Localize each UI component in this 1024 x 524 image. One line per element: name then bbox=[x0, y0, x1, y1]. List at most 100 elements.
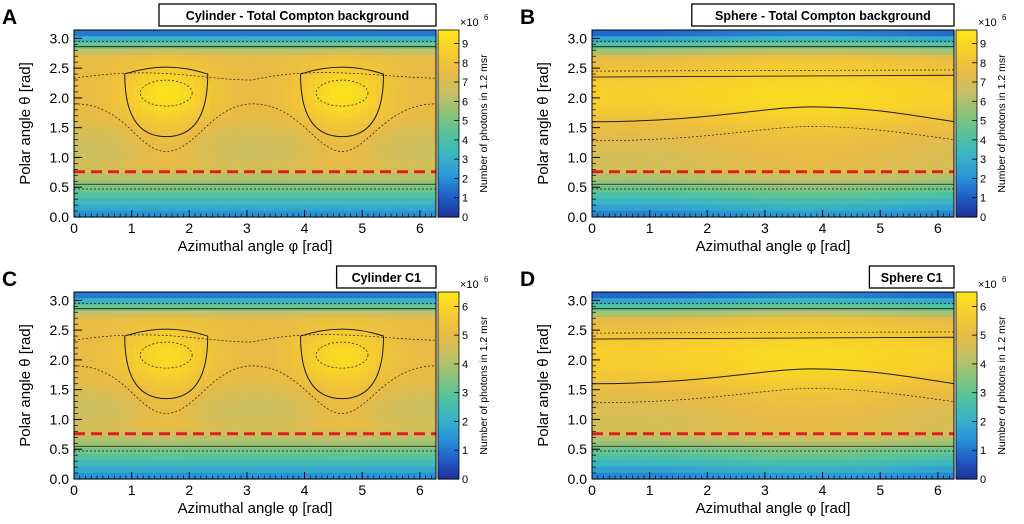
heatmap-cell bbox=[217, 55, 225, 62]
heatmap-cell bbox=[421, 86, 429, 93]
heatmap-cell bbox=[713, 99, 721, 106]
heatmap-cell bbox=[89, 148, 97, 155]
heatmap-cell bbox=[413, 329, 421, 336]
heatmap-cell bbox=[112, 180, 120, 187]
heatmap-cell bbox=[338, 92, 346, 99]
heatmap-cell bbox=[818, 86, 826, 93]
heatmap-cell bbox=[864, 42, 872, 49]
heatmap-cell bbox=[338, 205, 346, 212]
heatmap-cell bbox=[89, 49, 97, 56]
heatmap-cell bbox=[931, 80, 939, 87]
heatmap-cell bbox=[353, 292, 361, 299]
heatmap-cell bbox=[315, 367, 323, 374]
heatmap-cell bbox=[720, 30, 728, 37]
heatmap-cell bbox=[398, 99, 406, 106]
heatmap-cell bbox=[788, 42, 796, 49]
heatmap-cell bbox=[225, 192, 233, 199]
heatmap-cell bbox=[89, 454, 97, 461]
x-tick-label: 6 bbox=[934, 220, 942, 236]
heatmap-cell bbox=[667, 198, 675, 205]
heatmap-cell bbox=[330, 398, 338, 405]
heatmap-cell bbox=[758, 180, 766, 187]
heatmap-cell bbox=[240, 173, 248, 180]
heatmap-cell bbox=[803, 86, 811, 93]
heatmap-cell bbox=[675, 80, 683, 87]
heatmap-cell bbox=[119, 74, 127, 81]
heatmap-cell bbox=[728, 192, 736, 199]
heatmap-cell bbox=[285, 205, 293, 212]
heatmap-cell bbox=[376, 80, 384, 87]
heatmap-cell bbox=[743, 173, 751, 180]
heatmap-cell bbox=[217, 42, 225, 49]
heatmap-cell bbox=[848, 130, 856, 137]
heatmap-cell bbox=[796, 92, 804, 99]
heatmap-cell bbox=[217, 392, 225, 399]
heatmap-cell bbox=[89, 86, 97, 93]
heatmap-cell bbox=[270, 292, 278, 299]
heatmap-cell bbox=[338, 55, 346, 62]
heatmap-cell bbox=[803, 292, 811, 299]
heatmap-cell bbox=[172, 460, 180, 467]
heatmap-cell bbox=[398, 86, 406, 93]
heatmap-cell bbox=[398, 361, 406, 368]
panel-label: B bbox=[520, 6, 535, 29]
heatmap-cell bbox=[383, 136, 391, 143]
heatmap-cell bbox=[263, 136, 271, 143]
heatmap-cell bbox=[705, 74, 713, 81]
heatmap-cell bbox=[645, 192, 653, 199]
heatmap-cell bbox=[660, 173, 668, 180]
heatmap-cell bbox=[667, 111, 675, 118]
heatmap-cell bbox=[811, 61, 819, 68]
heatmap-cell bbox=[165, 161, 173, 168]
heatmap-cell bbox=[330, 74, 338, 81]
heatmap-cell bbox=[765, 86, 773, 93]
heatmap-cell bbox=[74, 435, 82, 442]
heatmap-cell bbox=[119, 404, 127, 411]
heatmap-cell bbox=[637, 30, 645, 37]
heatmap-cell bbox=[338, 30, 346, 37]
heatmap-cell bbox=[315, 42, 323, 49]
heatmap-cell bbox=[879, 92, 887, 99]
heatmap-cell bbox=[127, 155, 135, 162]
heatmap-cell bbox=[645, 92, 653, 99]
heatmap-cell bbox=[383, 410, 391, 417]
heatmap-cell bbox=[255, 148, 263, 155]
y-tick-label: 3.0 bbox=[50, 30, 70, 46]
heatmap-cell bbox=[330, 404, 338, 411]
heatmap-cell bbox=[308, 36, 316, 43]
heatmap-cell bbox=[796, 148, 804, 155]
heatmap-cell bbox=[217, 117, 225, 124]
heatmap-cell bbox=[330, 435, 338, 442]
heatmap-cell bbox=[833, 67, 841, 74]
heatmap-cell bbox=[683, 124, 691, 131]
heatmap-cell bbox=[413, 136, 421, 143]
heatmap-cell bbox=[645, 155, 653, 162]
y-axis-label: Polar angle θ [rad] bbox=[17, 62, 34, 185]
heatmap-cell bbox=[97, 392, 105, 399]
heatmap-cell bbox=[74, 74, 82, 81]
x-tick-label: 5 bbox=[876, 220, 884, 236]
heatmap-cell bbox=[368, 311, 376, 318]
heatmap-cell bbox=[247, 30, 255, 37]
heatmap-cell bbox=[157, 155, 165, 162]
heatmap-cell bbox=[660, 292, 668, 299]
heatmap-cell bbox=[698, 124, 706, 131]
heatmap-cell bbox=[89, 30, 97, 37]
heatmap-cell bbox=[803, 173, 811, 180]
heatmap-cell bbox=[172, 298, 180, 305]
heatmap-cell bbox=[886, 105, 894, 112]
heatmap-cell bbox=[353, 423, 361, 430]
heatmap-cell bbox=[180, 292, 188, 299]
heatmap-cell bbox=[270, 442, 278, 449]
heatmap-cell bbox=[308, 55, 316, 62]
heatmap-cell bbox=[285, 454, 293, 461]
heatmap-cell bbox=[864, 61, 872, 68]
heatmap-cell bbox=[127, 435, 135, 442]
heatmap-cell bbox=[361, 130, 369, 137]
heatmap-cell bbox=[946, 105, 954, 112]
heatmap-cell bbox=[894, 49, 902, 56]
heatmap-cell bbox=[615, 61, 623, 68]
heatmap-cell bbox=[428, 86, 436, 93]
heatmap-cell bbox=[667, 173, 675, 180]
heatmap-cell bbox=[421, 367, 429, 374]
